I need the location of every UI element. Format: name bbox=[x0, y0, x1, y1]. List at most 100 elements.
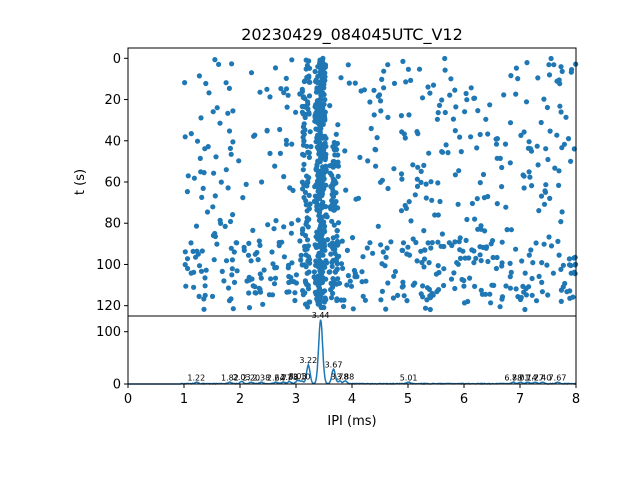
raster-point bbox=[248, 70, 255, 76]
raster-point bbox=[314, 86, 320, 92]
raster-point bbox=[234, 240, 240, 246]
raster-point bbox=[421, 228, 427, 234]
raster-point bbox=[221, 278, 227, 284]
raster-point bbox=[211, 257, 217, 263]
raster-point bbox=[328, 251, 334, 257]
raster-point bbox=[319, 167, 325, 173]
raster-point bbox=[499, 263, 505, 269]
raster-point bbox=[452, 87, 458, 93]
raster-point bbox=[283, 75, 289, 81]
raster-point bbox=[534, 143, 540, 149]
raster-point bbox=[452, 285, 458, 292]
raster-point bbox=[256, 238, 262, 244]
histogram-x-tick-label: 7 bbox=[516, 392, 524, 407]
raster-point bbox=[332, 269, 338, 275]
raster-point bbox=[421, 162, 427, 168]
raster-point bbox=[418, 248, 424, 254]
raster-point bbox=[316, 253, 322, 260]
raster-point bbox=[185, 173, 191, 179]
raster-point bbox=[420, 283, 426, 289]
raster-point bbox=[433, 271, 439, 277]
raster-point bbox=[332, 143, 338, 149]
raster-point bbox=[307, 299, 313, 305]
raster-point bbox=[472, 216, 478, 222]
raster-point bbox=[426, 150, 432, 156]
raster-point bbox=[554, 132, 560, 138]
raster-point bbox=[508, 227, 514, 233]
raster-point bbox=[399, 176, 405, 182]
raster-point bbox=[365, 158, 371, 164]
raster-point bbox=[329, 202, 335, 208]
raster-point bbox=[334, 228, 340, 234]
raster-point bbox=[183, 283, 189, 289]
raster-point bbox=[330, 189, 337, 195]
raster-point bbox=[303, 264, 309, 270]
raster-y-tick-label: 100 bbox=[96, 258, 121, 273]
raster-point bbox=[211, 170, 217, 176]
raster-point bbox=[375, 93, 381, 99]
raster-point bbox=[278, 86, 284, 92]
raster-point bbox=[335, 240, 341, 246]
raster-point bbox=[448, 76, 454, 82]
raster-point bbox=[559, 145, 565, 151]
raster-point bbox=[236, 158, 242, 164]
raster-point bbox=[490, 254, 496, 261]
raster-point bbox=[289, 57, 295, 63]
raster-point bbox=[227, 145, 233, 151]
raster-point bbox=[401, 293, 407, 299]
raster-point bbox=[533, 240, 539, 246]
raster-point bbox=[226, 298, 233, 304]
raster-point bbox=[451, 270, 457, 276]
raster-point bbox=[370, 250, 376, 256]
raster-point bbox=[204, 209, 211, 215]
histogram-x-tick-label: 5 bbox=[404, 392, 412, 407]
raster-point bbox=[487, 102, 493, 108]
histogram-peak-label: 3.88 bbox=[336, 372, 354, 381]
raster-point bbox=[446, 240, 452, 246]
raster-point bbox=[454, 260, 460, 266]
raster-y-ticks: 0 20 40 60 80 100 120 bbox=[96, 52, 128, 314]
raster-point bbox=[410, 236, 416, 242]
raster-point bbox=[318, 90, 324, 96]
raster-point bbox=[501, 92, 507, 98]
raster-point bbox=[339, 238, 345, 244]
raster-point bbox=[385, 114, 391, 120]
raster-point bbox=[305, 106, 311, 112]
raster-point bbox=[487, 291, 493, 297]
raster-point bbox=[292, 290, 298, 296]
raster-point bbox=[483, 116, 489, 122]
raster-point bbox=[421, 264, 427, 270]
raster-point bbox=[318, 240, 324, 246]
raster-point bbox=[418, 168, 424, 174]
raster-point bbox=[427, 306, 433, 313]
histogram-peak-label: 5.01 bbox=[400, 373, 418, 382]
raster-point bbox=[195, 251, 201, 257]
raster-point bbox=[526, 139, 532, 145]
raster-point bbox=[241, 244, 247, 250]
raster-point bbox=[359, 269, 365, 275]
raster-point bbox=[306, 154, 312, 160]
raster-point bbox=[406, 199, 412, 205]
histogram-peak-label: 3.03 bbox=[289, 372, 307, 381]
raster-point bbox=[267, 94, 273, 100]
raster-point bbox=[182, 249, 188, 255]
raster-point bbox=[304, 281, 310, 287]
raster-point bbox=[307, 65, 313, 71]
raster-point bbox=[210, 204, 216, 210]
raster-point bbox=[435, 239, 441, 245]
raster-point bbox=[315, 295, 321, 301]
raster-point bbox=[196, 73, 202, 79]
raster-point bbox=[311, 269, 317, 275]
raster-point bbox=[213, 154, 219, 160]
raster-point bbox=[523, 99, 530, 105]
raster-point bbox=[504, 227, 510, 233]
raster-y-tick-label: 80 bbox=[104, 217, 121, 232]
raster-y-tick-label: 60 bbox=[104, 176, 121, 191]
raster-point bbox=[485, 258, 491, 265]
raster-point bbox=[518, 132, 524, 138]
raster-point bbox=[303, 221, 309, 227]
raster-point bbox=[425, 240, 431, 246]
raster-point bbox=[569, 67, 575, 73]
raster-point bbox=[491, 282, 497, 288]
raster-point bbox=[507, 120, 514, 126]
